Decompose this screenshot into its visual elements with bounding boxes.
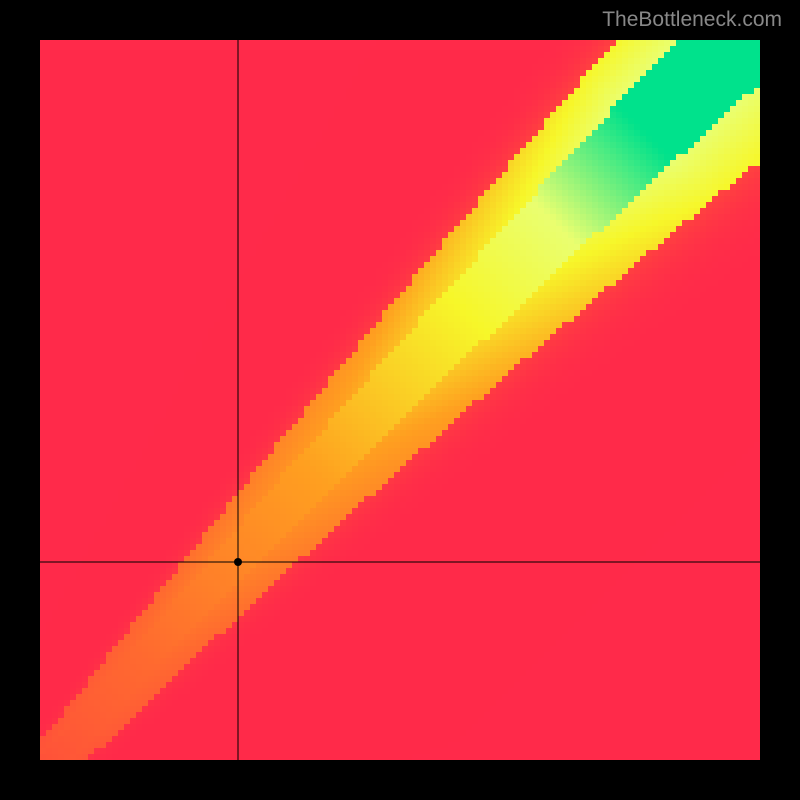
chart-container: TheBottleneck.com: [0, 0, 800, 800]
watermark-text: TheBottleneck.com: [602, 8, 782, 32]
bottleneck-heatmap: [40, 40, 760, 760]
